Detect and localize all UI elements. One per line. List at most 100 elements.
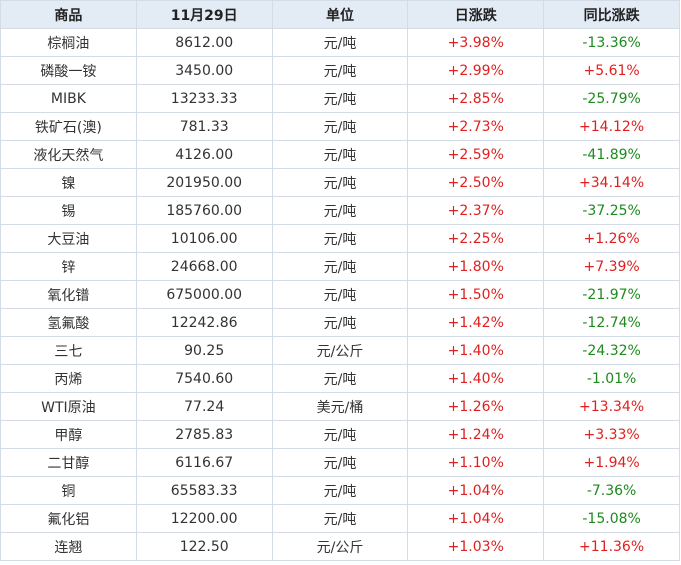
table-row: 连翘 122.50 元/公斤 +1.03% +11.36% xyxy=(0,532,680,561)
table-cell: 甲醇 xyxy=(0,420,137,449)
table-cell: +7.39% xyxy=(543,252,680,281)
table-cell: 元/吨 xyxy=(271,28,409,57)
table-cell: +1.04% xyxy=(407,504,545,533)
table-cell: 液化天然气 xyxy=(0,140,137,169)
table-cell: 24668.00 xyxy=(135,252,273,281)
table-cell: 元/吨 xyxy=(271,112,409,141)
table-cell: +2.99% xyxy=(407,56,545,85)
table-cell: +2.59% xyxy=(407,140,545,169)
table-cell: +1.40% xyxy=(407,336,545,365)
table-row: 铁矿石(澳) 781.33 元/吨 +2.73% +14.12% xyxy=(0,112,680,141)
table-cell: 4126.00 xyxy=(135,140,273,169)
table-cell: +1.04% xyxy=(407,476,545,505)
table-cell: +1.26% xyxy=(543,224,680,253)
table-cell: 大豆油 xyxy=(0,224,137,253)
table-row: WTI原油 77.24 美元/桶 +1.26% +13.34% xyxy=(0,392,680,421)
table-cell: -1.01% xyxy=(543,364,680,393)
table-cell: 8612.00 xyxy=(135,28,273,57)
table-cell: +1.24% xyxy=(407,420,545,449)
table-cell: 10106.00 xyxy=(135,224,273,253)
table-cell: MIBK xyxy=(0,84,137,113)
table-cell: -12.74% xyxy=(543,308,680,337)
table-cell: +2.85% xyxy=(407,84,545,113)
table-cell: 2785.83 xyxy=(135,420,273,449)
table-row: 镍 201950.00 元/吨 +2.50% +34.14% xyxy=(0,168,680,197)
table-cell: 连翘 xyxy=(0,532,137,561)
table-cell: +1.10% xyxy=(407,448,545,477)
table-cell: 675000.00 xyxy=(135,280,273,309)
table-cell: -7.36% xyxy=(543,476,680,505)
table-cell: 丙烯 xyxy=(0,364,137,393)
table-cell: 77.24 xyxy=(135,392,273,421)
table-cell: 185760.00 xyxy=(135,196,273,225)
table-cell: 13233.33 xyxy=(135,84,273,113)
table-cell: 元/公斤 xyxy=(271,336,409,365)
table-cell: +1.40% xyxy=(407,364,545,393)
table-cell: 元/吨 xyxy=(271,56,409,85)
table-cell: 元/吨 xyxy=(271,196,409,225)
table-cell: +2.25% xyxy=(407,224,545,253)
table-row: 锡 185760.00 元/吨 +2.37% -37.25% xyxy=(0,196,680,225)
table-cell: 二甘醇 xyxy=(0,448,137,477)
table-cell: 201950.00 xyxy=(135,168,273,197)
table-cell: 铜 xyxy=(0,476,137,505)
table-cell: 元/吨 xyxy=(271,84,409,113)
table-cell: +1.94% xyxy=(543,448,680,477)
table-cell: 氧化镨 xyxy=(0,280,137,309)
table-cell: 镍 xyxy=(0,168,137,197)
table-cell: +2.73% xyxy=(407,112,545,141)
table-cell: 781.33 xyxy=(135,112,273,141)
table-cell: 65583.33 xyxy=(135,476,273,505)
table-cell: 元/吨 xyxy=(271,448,409,477)
table-cell: 元/吨 xyxy=(271,476,409,505)
table-cell: 6116.67 xyxy=(135,448,273,477)
table-cell: 7540.60 xyxy=(135,364,273,393)
table-row: 锌 24668.00 元/吨 +1.80% +7.39% xyxy=(0,252,680,281)
table-cell: 元/吨 xyxy=(271,504,409,533)
table-cell: 棕榈油 xyxy=(0,28,137,57)
table-cell: -21.97% xyxy=(543,280,680,309)
table-body: 棕榈油 8612.00 元/吨 +3.98% -13.36% 磷酸一铵 3450.00 元/吨… xyxy=(0,28,680,561)
table-row: 丙烯 7540.60 元/吨 +1.40% -1.01% xyxy=(0,364,680,393)
table-row: 氟化铝 12200.00 元/吨 +1.04% -15.08% xyxy=(0,504,680,533)
table-cell: 122.50 xyxy=(135,532,273,561)
table-cell: +11.36% xyxy=(543,532,680,561)
table-cell: 锌 xyxy=(0,252,137,281)
table-row: 棕榈油 8612.00 元/吨 +3.98% -13.36% xyxy=(0,28,680,57)
table-row: 氢氟酸 12242.86 元/吨 +1.42% -12.74% xyxy=(0,308,680,337)
table-cell: +2.50% xyxy=(407,168,545,197)
table-cell: +2.37% xyxy=(407,196,545,225)
table-cell: +14.12% xyxy=(543,112,680,141)
table-cell: WTI原油 xyxy=(0,392,137,421)
table-cell: 美元/桶 xyxy=(271,392,409,421)
table-row: 甲醇 2785.83 元/吨 +1.24% +3.33% xyxy=(0,420,680,449)
table-cell: -41.89% xyxy=(543,140,680,169)
table-cell: 元/吨 xyxy=(271,280,409,309)
table-cell: 氢氟酸 xyxy=(0,308,137,337)
header-cell: 11月29日 xyxy=(135,0,273,29)
table-cell: 元/吨 xyxy=(271,252,409,281)
table-cell: +1.50% xyxy=(407,280,545,309)
table-row: 大豆油 10106.00 元/吨 +2.25% +1.26% xyxy=(0,224,680,253)
table-cell: +1.42% xyxy=(407,308,545,337)
table-cell: -25.79% xyxy=(543,84,680,113)
table-cell: 锡 xyxy=(0,196,137,225)
table-cell: +1.26% xyxy=(407,392,545,421)
table-cell: 90.25 xyxy=(135,336,273,365)
table-cell: 元/吨 xyxy=(271,420,409,449)
table-cell: 铁矿石(澳) xyxy=(0,112,137,141)
header-cell: 日涨跌 xyxy=(407,0,545,29)
table-cell: 3450.00 xyxy=(135,56,273,85)
table-cell: -37.25% xyxy=(543,196,680,225)
table-cell: +34.14% xyxy=(543,168,680,197)
table-row: 三七 90.25 元/公斤 +1.40% -24.32% xyxy=(0,336,680,365)
table-cell: +5.61% xyxy=(543,56,680,85)
table-cell: 元/吨 xyxy=(271,364,409,393)
table-row: 二甘醇 6116.67 元/吨 +1.10% +1.94% xyxy=(0,448,680,477)
table-cell: 元/吨 xyxy=(271,224,409,253)
table-cell: 元/吨 xyxy=(271,168,409,197)
table-row: 磷酸一铵 3450.00 元/吨 +2.99% +5.61% xyxy=(0,56,680,85)
header-cell: 同比涨跌 xyxy=(543,0,680,29)
